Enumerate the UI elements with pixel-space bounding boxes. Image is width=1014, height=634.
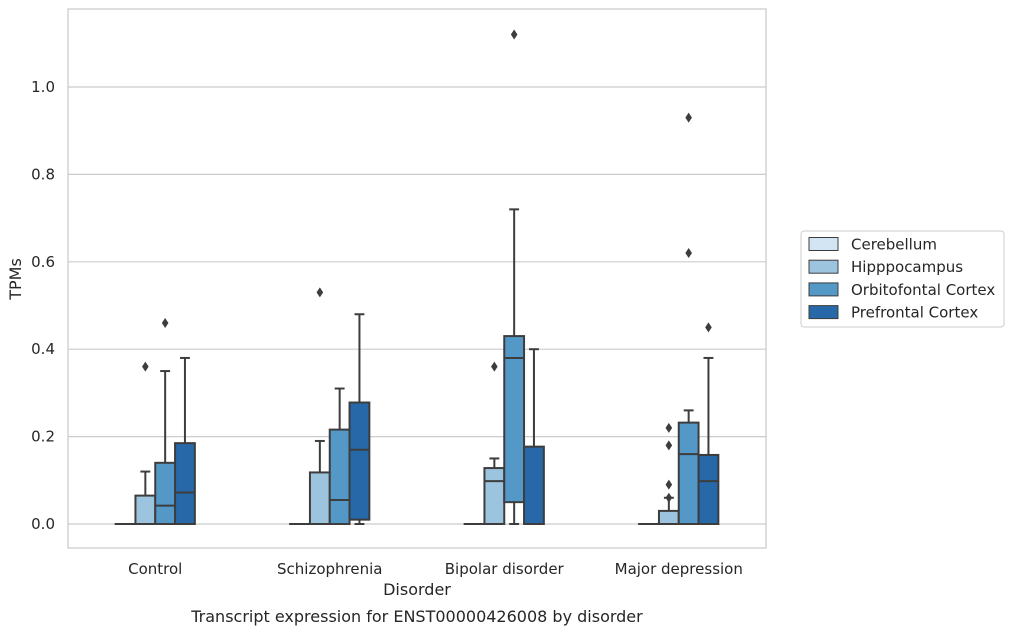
legend-label: Hipppocampus — [851, 258, 963, 276]
box-hipppocampus — [134, 361, 157, 526]
x-axis-title: Disorder — [383, 580, 451, 599]
box-body — [134, 494, 157, 526]
outlier-point — [142, 361, 149, 372]
box-prefrontal-cortex — [523, 348, 545, 525]
box-orbitofontal-cortex — [503, 29, 526, 525]
gridlines — [68, 86, 766, 525]
legend: Cerebellum Hipppocampus Orbitofontal Corte… — [800, 230, 1005, 328]
box-hipppocampus — [308, 287, 331, 525]
legend-label: Orbitofontal Cortex — [851, 281, 995, 299]
box-body — [154, 461, 177, 526]
legend-swatch — [808, 259, 839, 274]
y-tick-labels: 0.0 0.2 0.4 0.6 0.8 1.0 — [31, 78, 55, 533]
box-body — [503, 335, 526, 504]
legend-label: Prefrontal Cortex — [851, 304, 978, 322]
outlier-point — [705, 322, 712, 333]
boxes — [114, 29, 720, 526]
plot-frame — [67, 8, 767, 549]
box-prefrontal-cortex — [697, 322, 720, 526]
outlier-point — [510, 29, 518, 40]
x-tick-label: Control — [128, 560, 182, 578]
outlier-point — [665, 422, 673, 433]
x-tick-labels: Control Schizophrenia Bipolar disorder Majo… — [128, 560, 743, 578]
box-orbitofontal-cortex — [328, 387, 351, 525]
x-tick-label: Major depression — [615, 560, 743, 578]
legend-swatch — [808, 305, 839, 320]
legend-swatch — [808, 237, 839, 251]
y-tick-label: 0.2 — [31, 428, 55, 446]
chart-caption: Transcript expression for ENST0000042600… — [190, 607, 643, 626]
x-tick-label: Bipolar disorder — [445, 560, 565, 578]
box-body — [348, 401, 371, 521]
box-body — [677, 421, 700, 525]
outlier-point — [685, 112, 692, 123]
outlier-point — [491, 361, 498, 372]
box-body — [697, 453, 720, 526]
outlier-point — [685, 248, 692, 259]
y-tick-label: 1.0 — [31, 78, 55, 96]
box-body — [657, 509, 680, 526]
outlier-point — [665, 479, 673, 490]
legend-label: Cerebellum — [851, 236, 937, 254]
y-tick-label: 0.6 — [31, 253, 55, 271]
box-body — [174, 442, 196, 525]
y-tick-label: 0.4 — [31, 340, 55, 358]
box-orbitofontal-cortex — [154, 317, 177, 526]
y-axis-title: TPMs — [6, 258, 25, 301]
outlier-point — [665, 440, 673, 451]
y-tick-label: 0.0 — [31, 515, 55, 533]
legend-swatch — [808, 282, 839, 297]
x-tick-label: Schizophrenia — [277, 560, 382, 578]
box-hipppocampus — [657, 422, 680, 526]
outlier-point — [665, 492, 673, 503]
box-body — [328, 428, 351, 525]
y-tick-label: 0.8 — [31, 165, 55, 183]
box-hipppocampus — [483, 361, 506, 525]
box-body — [523, 445, 545, 525]
box-prefrontal-cortex — [174, 356, 196, 525]
box-body — [308, 471, 331, 525]
outlier-point — [161, 317, 169, 328]
legend-frame — [800, 230, 1005, 328]
box-body — [483, 467, 506, 525]
box-prefrontal-cortex — [348, 313, 371, 525]
outlier-point — [316, 287, 324, 298]
